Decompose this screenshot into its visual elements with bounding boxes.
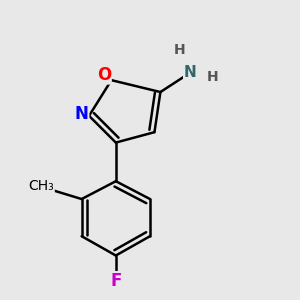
- Text: CH₃: CH₃: [28, 179, 54, 193]
- Text: N: N: [75, 105, 88, 123]
- Text: N: N: [184, 65, 196, 80]
- Text: H: H: [174, 44, 185, 57]
- Text: O: O: [97, 66, 111, 84]
- Text: F: F: [110, 272, 122, 290]
- Text: H: H: [207, 70, 218, 84]
